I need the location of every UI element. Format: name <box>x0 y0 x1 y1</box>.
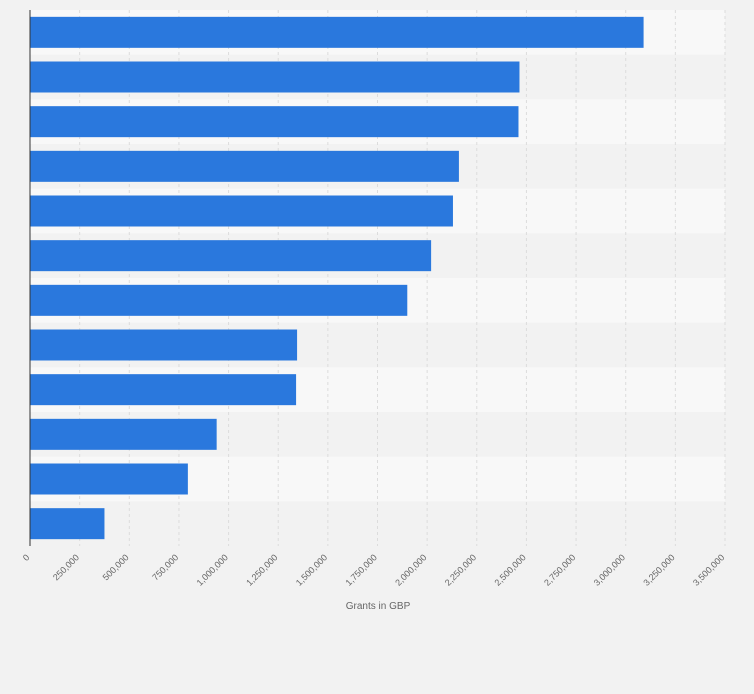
x-tick-label: 1,750,000 <box>344 552 379 587</box>
bar <box>30 16 644 48</box>
x-tick-label: 250,000 <box>51 552 81 582</box>
bar <box>30 106 519 138</box>
x-tick-label: 1,500,000 <box>294 552 329 587</box>
x-tick-label: 500,000 <box>101 552 131 582</box>
x-tick-label: 1,000,000 <box>195 552 230 587</box>
x-tick-label: 2,250,000 <box>443 552 478 587</box>
bar <box>30 61 520 93</box>
x-tick-label: 3,000,000 <box>592 552 627 587</box>
x-tick-label: 2,500,000 <box>492 552 527 587</box>
bar <box>30 508 105 540</box>
x-tick-label: 750,000 <box>150 552 180 582</box>
bar <box>30 240 432 272</box>
bar <box>30 329 298 361</box>
x-tick-label: 3,500,000 <box>691 552 726 587</box>
bars <box>30 16 644 540</box>
bar <box>30 150 459 182</box>
gridlines <box>79 10 726 546</box>
x-tick-label: 2,750,000 <box>542 552 577 587</box>
x-tick-label: 3,250,000 <box>641 552 676 587</box>
bar <box>30 284 408 316</box>
x-tick-label: 2,000,000 <box>393 552 428 587</box>
bar <box>30 374 297 406</box>
x-tick-label: 1,250,000 <box>244 552 279 587</box>
x-axis-label: Grants in GBP <box>346 601 411 612</box>
bar <box>30 195 453 227</box>
x-axis-tick-labels: 0 250,000 500,000 750,000 1,000,000 1,250,000… <box>21 552 727 587</box>
bar <box>30 418 217 450</box>
x-tick-label: 0 <box>21 552 32 563</box>
bar <box>30 463 188 495</box>
